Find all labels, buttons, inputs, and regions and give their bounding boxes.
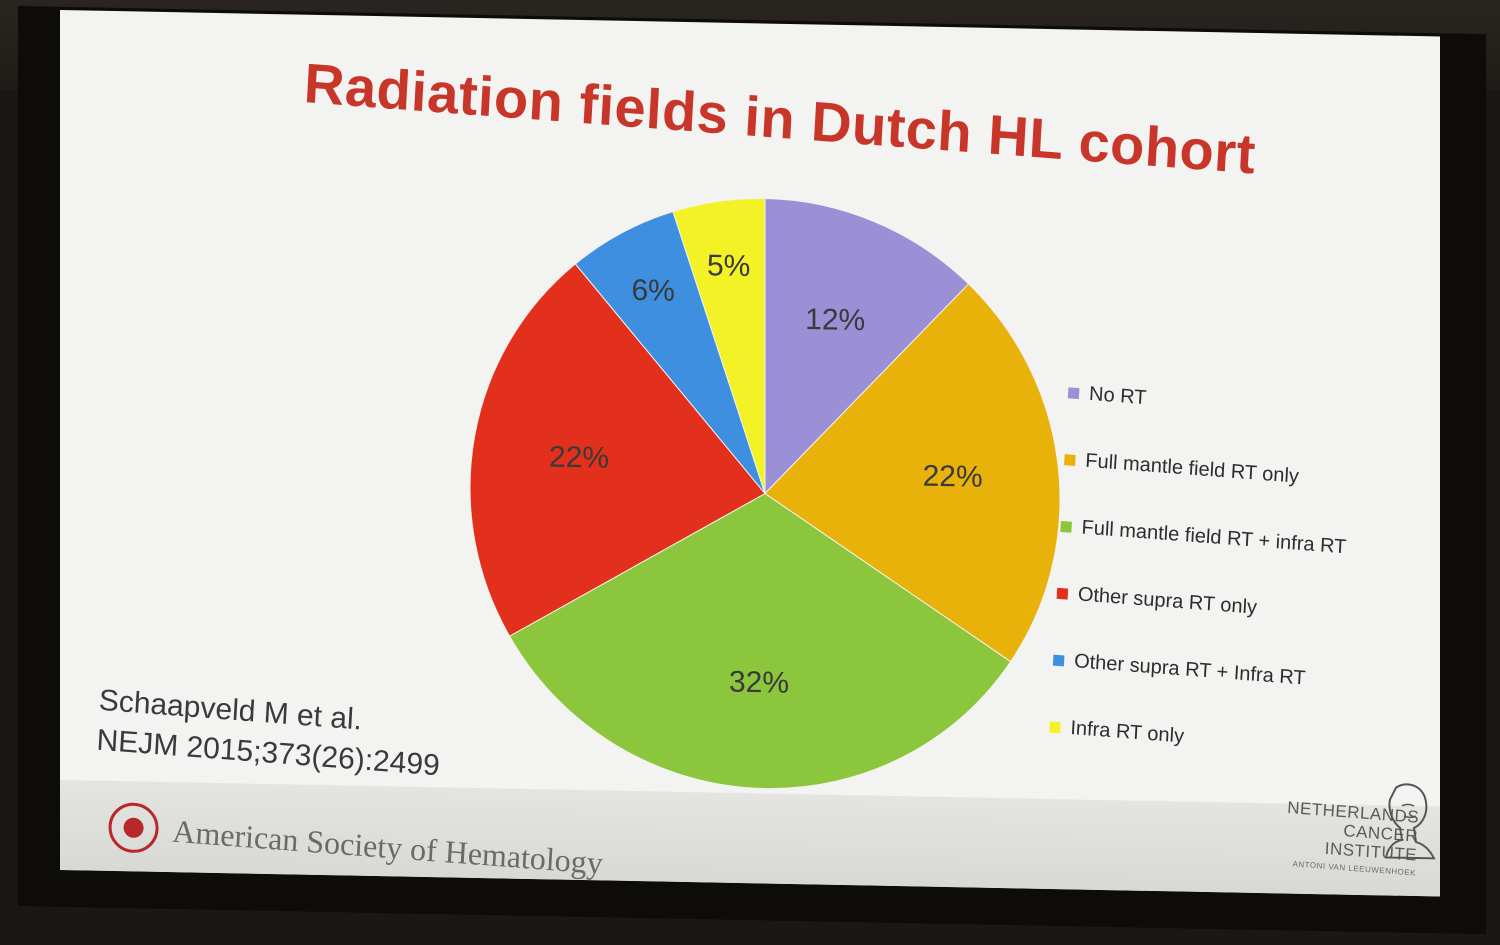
pie-label-3: 22%	[549, 441, 609, 475]
pie-label-2: 32%	[729, 666, 789, 700]
pie-slices	[469, 198, 1061, 790]
pie-labels: 12% 22% 32% 22% 6% 5%	[549, 249, 983, 700]
pie-slice-5	[672, 198, 766, 494]
pie-slice-0	[764, 198, 970, 495]
ash-seal-icon	[107, 800, 160, 855]
nki-portrait-icon	[1384, 783, 1436, 860]
pie-chart: 12% 22% 32% 22% 6% 5%	[469, 198, 1061, 790]
pie-slice-3	[469, 263, 766, 637]
pie-slice-1	[764, 283, 1061, 663]
pie-slice-2	[508, 492, 1012, 790]
presentation-slide: Radiation fields in Dutch HL cohort 12% 2…	[60, 10, 1440, 897]
legend-swatch-5	[1049, 721, 1061, 734]
legend-label-5: Infra RT only	[1069, 717, 1185, 748]
chart-legend: No RT Full mantle field RT only Full mantl…	[1048, 359, 1410, 785]
legend-swatch-2	[1060, 520, 1072, 533]
legend-label-4: Other supra RT + Infra RT	[1073, 650, 1307, 690]
legend-swatch-3	[1056, 587, 1069, 600]
legend-label-3: Other supra RT only	[1077, 583, 1258, 619]
legend-swatch-0	[1067, 387, 1080, 400]
legend-swatch-4	[1052, 654, 1065, 667]
legend-swatch-1	[1064, 454, 1076, 466]
legend-label-1: Full mantle field RT only	[1084, 449, 1300, 488]
pie-label-1: 22%	[923, 460, 983, 494]
pie-label-4: 6%	[631, 274, 674, 308]
pie-label-5: 5%	[707, 249, 750, 283]
legend-label-0: No RT	[1088, 382, 1148, 410]
pie-label-0: 12%	[805, 303, 865, 337]
legend-label-2: Full mantle field RT + infra RT	[1081, 516, 1347, 559]
